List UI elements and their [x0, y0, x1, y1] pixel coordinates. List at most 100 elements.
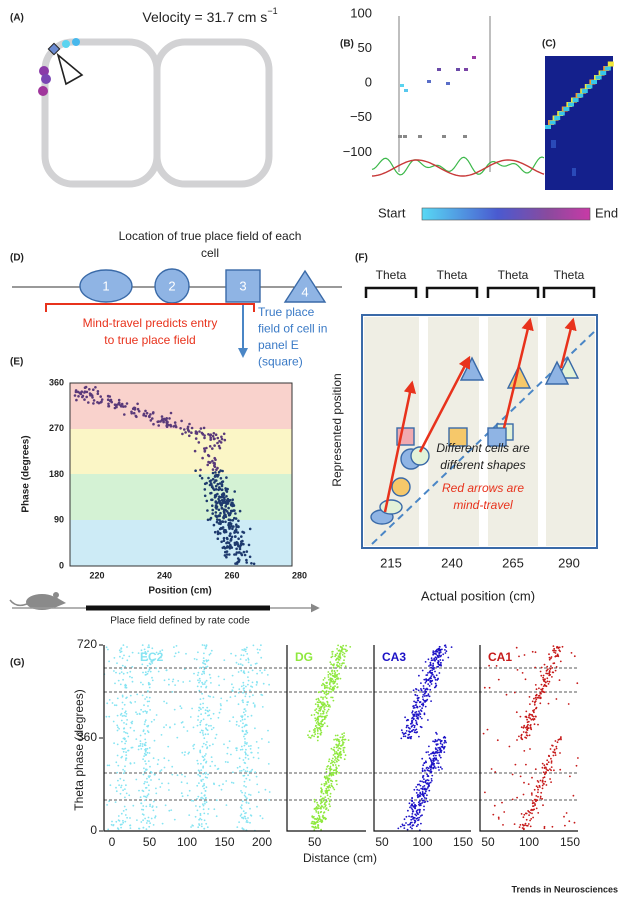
spike-dot	[205, 786, 208, 789]
spike-dot	[257, 791, 260, 794]
spike-dot	[197, 762, 199, 765]
spike-dot	[519, 715, 522, 718]
spike-dot	[547, 702, 550, 705]
spike-dot	[533, 697, 535, 700]
spike-dot	[432, 740, 434, 743]
spike-dot	[434, 659, 436, 662]
spike-dot	[430, 779, 433, 782]
spike-dot	[552, 751, 555, 754]
spike-dot	[120, 668, 123, 670]
spike-dot	[121, 823, 123, 826]
spike-dot	[341, 662, 344, 664]
spike-dot	[412, 724, 415, 726]
spike-dot	[179, 705, 182, 708]
spike-dot	[200, 818, 203, 821]
spike-dot	[142, 773, 145, 776]
spike-dot	[323, 816, 326, 819]
spike-dot	[202, 729, 204, 732]
spike-dot	[215, 799, 218, 802]
spike-dot	[160, 734, 163, 736]
spike-dot	[202, 765, 205, 768]
spike-dot	[254, 771, 257, 774]
spike-dot	[208, 653, 211, 656]
spike-dot	[332, 771, 335, 774]
spike-dot	[330, 784, 333, 787]
spike-dot	[147, 793, 150, 795]
spike-dot	[129, 827, 132, 829]
spike-dot	[537, 781, 540, 783]
spike-dot	[417, 793, 419, 796]
spike-dot	[149, 803, 152, 806]
spike-dot	[415, 814, 418, 817]
spike-dot	[436, 665, 439, 668]
spike-dot	[123, 727, 126, 729]
spike-dot	[250, 714, 253, 717]
spike-dot	[209, 652, 212, 655]
spike-dot	[551, 825, 554, 828]
spike-dot	[157, 670, 160, 673]
spike-dot	[548, 658, 551, 661]
spike-dot	[488, 686, 491, 689]
spike-dot	[200, 823, 203, 825]
spike-dot	[244, 817, 247, 820]
spike-dot	[216, 475, 219, 478]
spike-dot	[325, 693, 328, 696]
heat-cell	[551, 140, 556, 148]
spike-dot	[268, 683, 270, 686]
spike-dot	[212, 712, 215, 715]
spike-dot	[267, 729, 269, 732]
spike-dot	[169, 425, 173, 428]
spike-dot	[334, 678, 337, 681]
spike-dot	[122, 672, 125, 675]
spike-dot	[149, 765, 151, 768]
spike-dot	[144, 781, 146, 783]
spike-dot	[145, 763, 147, 765]
spike-dot	[148, 696, 151, 699]
spike-dot	[343, 735, 345, 737]
spike-dot	[87, 401, 90, 404]
spike-dot	[241, 827, 244, 829]
spike-dot	[124, 742, 126, 745]
spike-dot	[196, 674, 199, 676]
spike-dot	[552, 754, 555, 757]
spike-dot	[117, 398, 121, 402]
spike-dot	[428, 757, 431, 760]
spike-dot	[205, 644, 208, 647]
spike-dot	[189, 716, 192, 718]
spike-dot	[205, 499, 209, 503]
spike-dot	[511, 773, 514, 776]
spike-dot	[133, 762, 136, 764]
spike-dot	[241, 730, 244, 733]
spike-dot	[433, 766, 435, 769]
spike-dot	[240, 669, 243, 672]
spike-dot	[439, 655, 442, 658]
spike-dot	[225, 541, 228, 545]
panel-label: (A)	[10, 13, 24, 24]
spike-dot	[330, 768, 333, 771]
spike-dot	[196, 784, 199, 787]
spike-dot	[241, 649, 244, 651]
spike-dot	[120, 826, 122, 829]
spike-dot	[253, 705, 256, 708]
spike-dot	[171, 773, 174, 776]
spike-dot	[344, 665, 347, 668]
spike-dot	[238, 558, 241, 562]
spike-dot	[246, 646, 248, 649]
spike-dot	[121, 715, 124, 717]
spike-dot	[322, 696, 324, 699]
spike-dot	[524, 822, 527, 825]
spike-dot	[210, 649, 213, 652]
spike-dot	[245, 801, 248, 804]
spike-dot	[326, 775, 328, 777]
x-tick-label: 50	[143, 835, 157, 849]
spike-dot	[336, 734, 339, 737]
spike-dot	[539, 797, 542, 799]
spike-dot	[334, 685, 336, 688]
spike-dot	[144, 749, 147, 751]
spike-dot	[422, 781, 425, 783]
spike-dot	[223, 438, 227, 442]
spike-dot	[244, 756, 247, 759]
spike-dot	[245, 561, 248, 564]
region-name: EC2	[140, 650, 164, 664]
spike-dot	[235, 723, 238, 726]
